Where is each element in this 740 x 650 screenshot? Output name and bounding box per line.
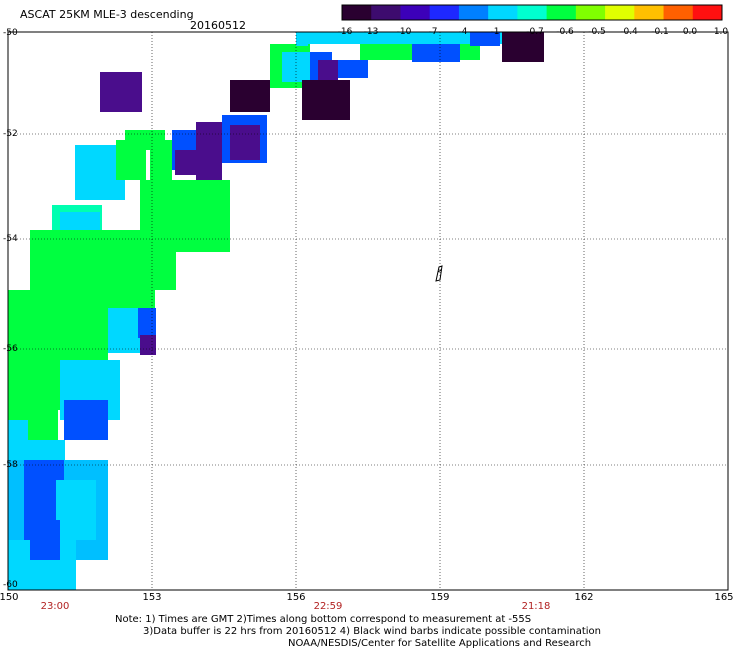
swath-cell [175,150,200,175]
colorbar-label: -0.5 [588,27,606,37]
lon-label: 153 [142,592,162,603]
swath-cell [302,80,350,120]
swath-cell [412,44,460,62]
swath-cell [100,72,142,112]
swath-cell [116,140,146,180]
colorbar-swatch [663,5,694,20]
lon-label: 150 [0,592,19,603]
swath-cell [140,335,156,355]
swath-cell [30,520,60,560]
swath-cell [470,32,500,46]
colorbar-label: -13 [363,27,379,37]
lon-label: 162 [574,592,594,603]
colorbar [341,4,723,21]
note-line-1: Note: 1) Times are GMT 2)Times along bot… [115,614,532,625]
time-label: 21:18 [521,601,551,612]
colorbar-label: -10 [396,27,412,37]
colorbar-swatch [634,5,665,20]
lat-label: -50 [3,28,18,38]
colorbar-label: -4 [458,27,468,37]
swath-cell [338,60,368,78]
colorbar-swatch [546,5,577,20]
island-outline-icon [435,265,443,282]
lon-label: 156 [286,592,306,603]
colorbar-label: -16 [337,27,353,37]
colorbar-swatch [429,5,460,20]
colorbar-label: -7 [428,27,438,37]
colorbar-swatch [371,5,401,20]
colorbar-swatch [458,5,489,20]
swath-cell [64,400,108,440]
swath-cell [150,140,172,180]
swath-cell [56,480,96,540]
colorbar-swatch [517,5,548,20]
lon-label: 165 [714,592,734,603]
colorbar-label: -0.7 [526,27,544,37]
lat-label: -54 [3,234,18,244]
colorbar-label: -0.6 [556,27,574,37]
map-frame [7,31,729,591]
time-label: 23:00 [40,601,70,612]
swath-cell [502,32,544,62]
swath-cell [138,308,156,338]
note-line-3: NOAA/NESDIS/Center for Satellite Applica… [288,638,592,649]
colorbar-label: 0.0 [682,27,698,37]
map-title: ASCAT 25KM MLE-3 descending [20,8,194,21]
swath-cells [8,32,544,590]
swath-cell [282,52,312,82]
lon-label: 159 [430,592,450,603]
colorbar-label: -1 [490,27,500,37]
colorbar-swatch [342,5,372,20]
swath-cell [318,60,338,84]
swath-cell [296,38,308,46]
colorbar-swatch [605,5,635,20]
lat-label: -56 [3,344,18,354]
time-label: 22:59 [313,601,343,612]
swath-cell [230,80,270,112]
colorbar-label: 1.0 [713,27,729,37]
lat-label: -58 [3,460,18,470]
colorbar-swatch [400,5,431,20]
map-date: 20160512 [190,19,246,32]
colorbar-swatch [488,5,518,20]
lat-label: -60 [3,580,18,590]
colorbar-swatch [692,5,723,20]
colorbar-label: -0.4 [620,27,638,37]
swath-cell [8,420,28,470]
lat-label: -52 [3,129,18,139]
note-line-2: 3)Data buffer is 22 hrs from 20160512 4)… [143,626,601,637]
swath-cell [296,32,518,44]
colorbar-swatch [575,5,606,20]
swath-cell [230,125,260,160]
gridlines [8,32,728,590]
colorbar-label: -0.1 [651,27,669,37]
